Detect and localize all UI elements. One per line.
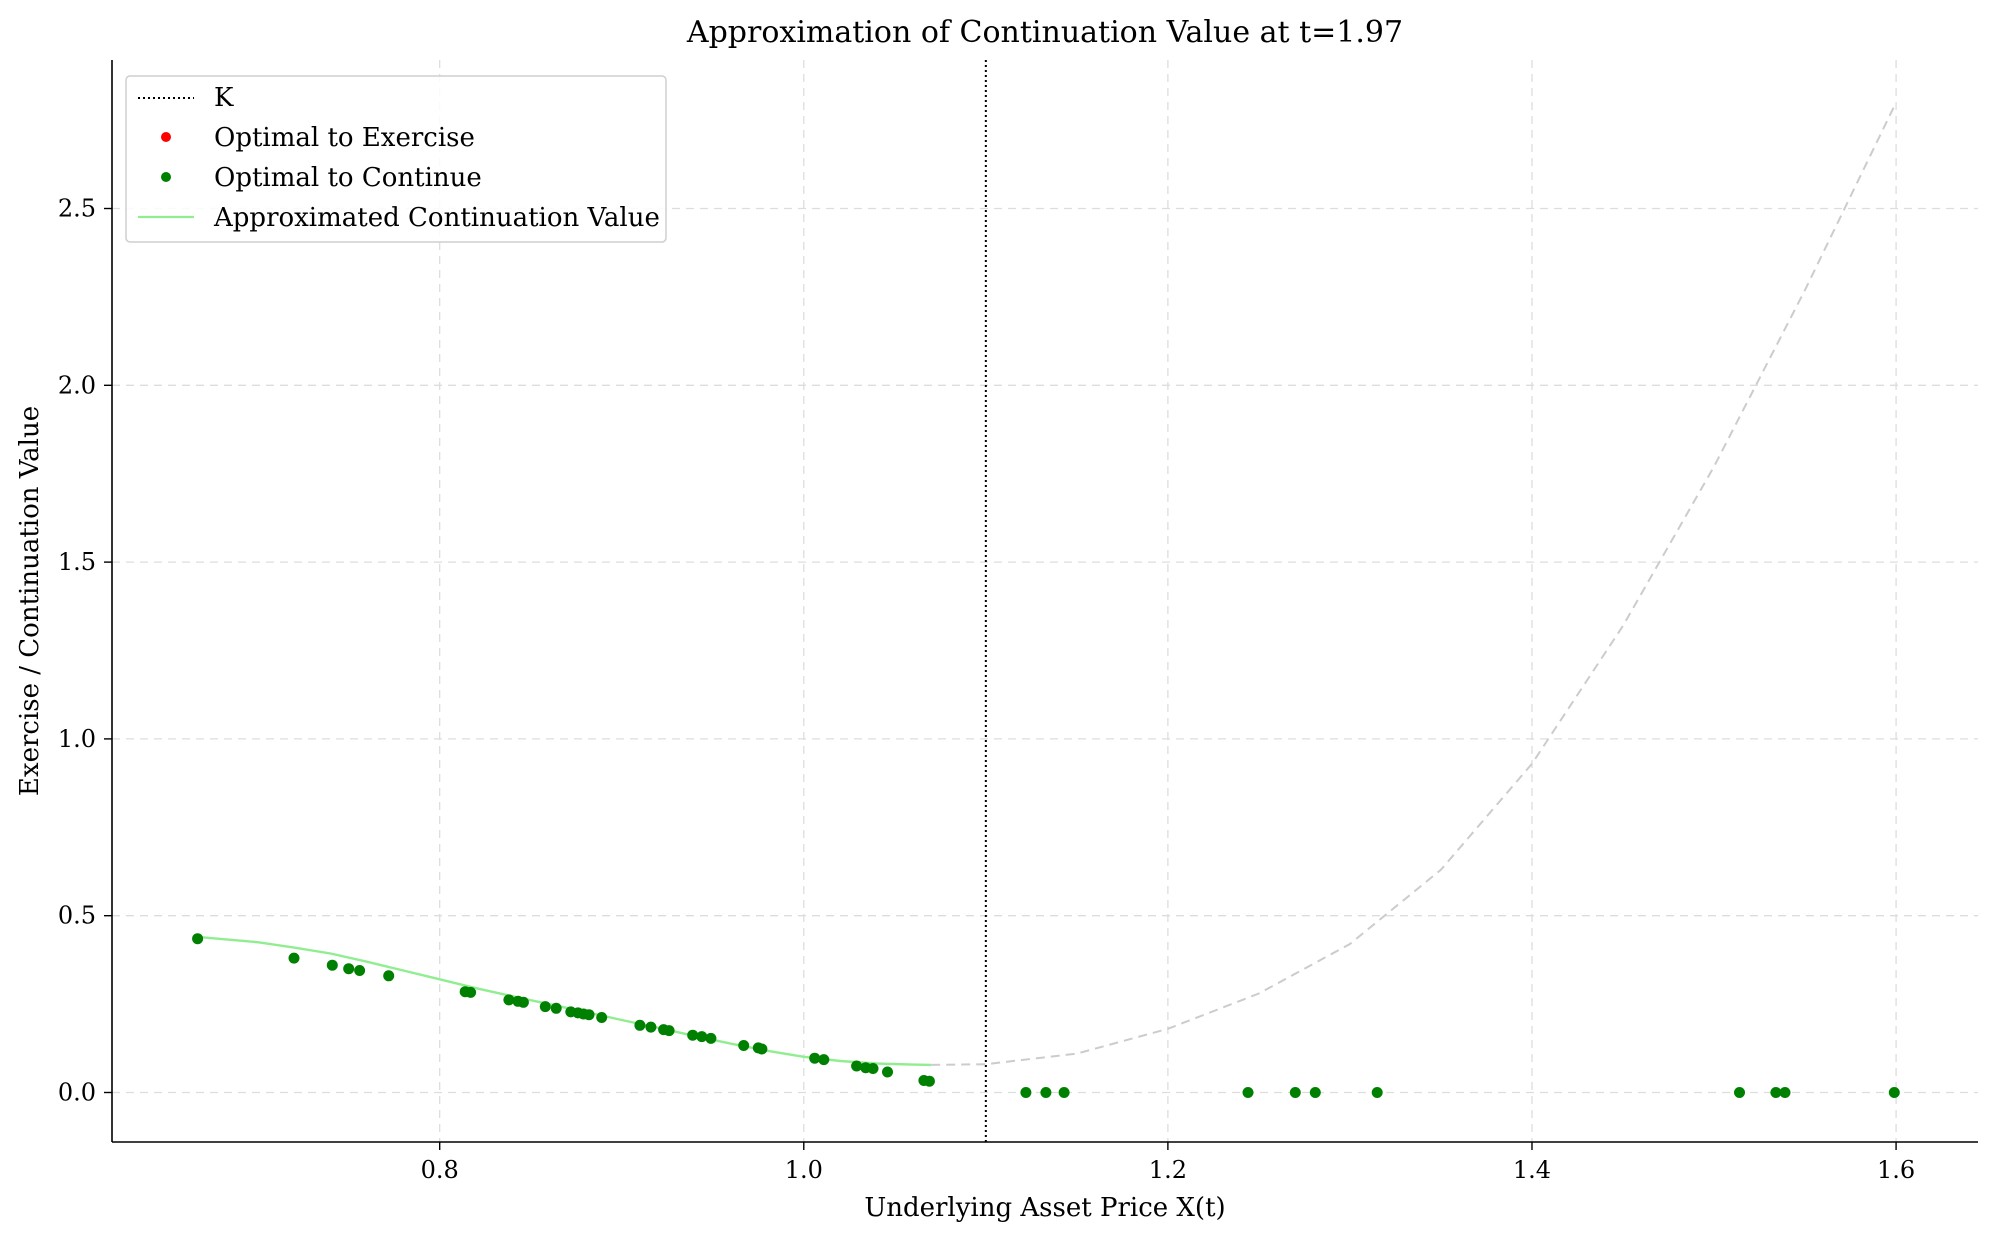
x-tick-label: 1.2 (1149, 1156, 1187, 1184)
y-axis-label: Exercise / Continuation Value (15, 406, 45, 796)
continue-point (1309, 1087, 1321, 1098)
continue-point (583, 1009, 595, 1021)
y-tick-label: 1.0 (58, 725, 96, 753)
continue-point (1289, 1087, 1301, 1098)
legend-key-exercise-marker (161, 132, 171, 142)
exercise-payoff-line (931, 101, 1897, 1066)
continue-point (1779, 1087, 1791, 1098)
continue-point (923, 1075, 935, 1087)
continue-point (882, 1066, 893, 1078)
continue-point (867, 1063, 879, 1074)
ticks: 0.8 1.0 1.2 1.4 1.6 0.0 0.5 1.0 1.5 2.0 2.5 (58, 195, 1915, 1184)
continue-point (809, 1052, 821, 1064)
x-tick-label: 1.6 (1877, 1156, 1915, 1184)
continue-point (539, 1001, 551, 1013)
continue-point (696, 1031, 708, 1043)
continue-point (1040, 1087, 1052, 1098)
continue-point (851, 1060, 863, 1072)
legend-frame (125, 75, 667, 243)
legend-label-strike: K (214, 83, 234, 113)
continue-point (705, 1032, 717, 1044)
plot-series (192, 60, 1900, 1142)
grid (112, 60, 1978, 1142)
continue-point (1770, 1087, 1782, 1098)
chart-title: Approximation of Continuation Value at t… (686, 15, 1403, 50)
legend-label-exercise: Optimal to Exercise (214, 123, 475, 153)
legend-key-continue-marker (161, 172, 171, 182)
continue-point (645, 1021, 657, 1033)
x-axis-label: Underlying Asset Price X(t) (864, 1193, 1225, 1223)
continue-point (738, 1040, 750, 1051)
continue-point (288, 952, 300, 964)
continue-point (192, 933, 204, 945)
continue-point (818, 1054, 830, 1066)
continue-point (354, 965, 366, 976)
y-tick-label: 0.5 (58, 902, 96, 930)
legend-label-continuation: Approximated Continuation Value (213, 203, 660, 233)
legend: K Optimal to Exercise Optimal to Continu… (125, 75, 667, 243)
y-tick-label: 1.5 (58, 548, 96, 576)
continue-point (687, 1029, 699, 1041)
y-tick-label: 0.0 (58, 1078, 96, 1106)
continue-point (1734, 1087, 1745, 1098)
continue-point (1888, 1087, 1900, 1098)
y-tick-label: 2.0 (58, 371, 96, 399)
legend-label-continue: Optimal to Continue (214, 163, 482, 193)
continue-point (343, 963, 355, 975)
continue-point (663, 1025, 675, 1037)
continue-point (756, 1043, 768, 1055)
continue-point (1020, 1087, 1032, 1098)
continue-point (465, 986, 477, 998)
continue-point (634, 1019, 646, 1031)
x-tick-label: 0.8 (421, 1156, 459, 1184)
continue-point (550, 1002, 562, 1014)
continue-point (326, 959, 338, 971)
continue-point (1371, 1087, 1383, 1098)
continue-point (503, 994, 515, 1006)
continue-point (383, 970, 395, 982)
continue-point (517, 996, 529, 1008)
continue-point (596, 1012, 608, 1023)
y-tick-label: 2.5 (58, 195, 96, 223)
continue-point (1058, 1087, 1070, 1098)
continue-point (1242, 1087, 1254, 1098)
axes (111, 60, 1978, 1143)
x-tick-label: 1.0 (785, 1156, 823, 1184)
x-tick-label: 1.4 (1513, 1156, 1551, 1184)
